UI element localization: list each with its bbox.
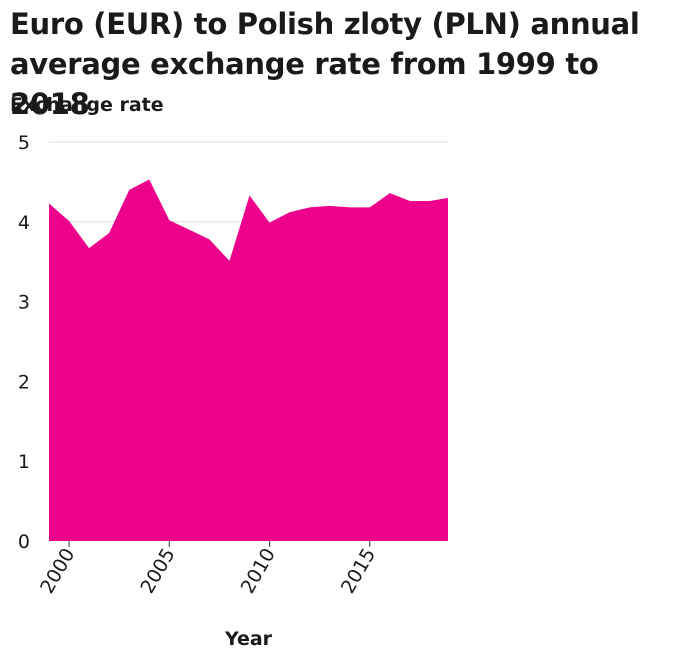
y-tick-label-4: 4 [18,212,30,234]
chart-title: Euro (EUR) to Polish zloty (PLN) annual … [10,7,640,121]
x-tick-label-2010: 2010 [237,545,280,598]
y-tick-label-1: 1 [18,451,30,473]
y-tick-label-3: 3 [18,292,30,314]
x-tick-label-2005: 2005 [136,545,179,598]
y-tick-label-5: 5 [18,132,30,154]
area-series [49,179,448,542]
x-tick-label-2015: 2015 [337,545,380,598]
y-tick-label-2: 2 [18,371,30,393]
x-axis-label: Year [224,628,273,650]
x-tick-label-2000: 2000 [36,545,79,598]
y-tick-label-0: 0 [18,531,30,553]
y-axis-label: Exchange rate [10,94,164,116]
